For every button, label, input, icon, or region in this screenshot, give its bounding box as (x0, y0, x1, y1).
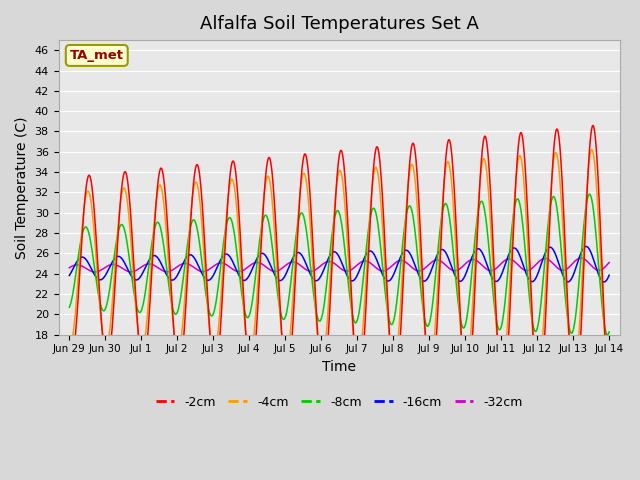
Text: TA_met: TA_met (70, 49, 124, 62)
Y-axis label: Soil Temperature (C): Soil Temperature (C) (15, 116, 29, 259)
Title: Alfalfa Soil Temperatures Set A: Alfalfa Soil Temperatures Set A (200, 15, 479, 33)
X-axis label: Time: Time (323, 360, 356, 374)
Legend: -2cm, -4cm, -8cm, -16cm, -32cm: -2cm, -4cm, -8cm, -16cm, -32cm (150, 391, 528, 414)
